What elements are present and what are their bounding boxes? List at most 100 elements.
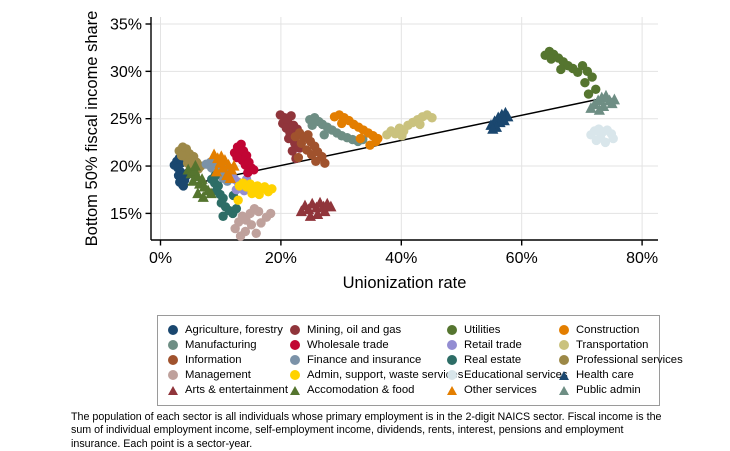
legend-item-label: Public admin: [576, 383, 641, 396]
series-construction: [329, 110, 383, 150]
data-point: [246, 220, 257, 230]
legend-item: Health care: [559, 368, 683, 381]
data-point: [235, 231, 246, 241]
x-tick-label: 20%: [265, 250, 297, 267]
data-point: [325, 200, 337, 212]
legend-item-label: Admin, support, waste services: [307, 368, 464, 381]
legend-item-label: Real estate: [464, 353, 522, 366]
y-tick-label: 30%: [110, 64, 142, 81]
series-manufacturing: [305, 113, 368, 147]
y-tick-label: 35%: [110, 17, 142, 34]
legend-item: Public admin: [559, 383, 683, 396]
legend-item-label: Agriculture, forestry: [185, 323, 283, 336]
y-axis-title: Bottom 50% fiscal income share: [83, 11, 101, 247]
data-point: [232, 152, 242, 163]
data-point: [218, 211, 228, 221]
legend-item-label: Health care: [576, 368, 634, 381]
data-point: [254, 189, 264, 200]
legend-item: Accomodation & food: [290, 384, 447, 396]
series-utilities: [540, 46, 601, 99]
data-point: [176, 150, 187, 161]
legend-item-label: Management: [185, 368, 251, 381]
legend-item: Finance and insurance: [290, 353, 447, 366]
data-point: [224, 172, 236, 183]
data-point: [187, 175, 199, 186]
legend-circle-marker-icon: [168, 325, 178, 336]
legend-circle-marker-icon: [559, 340, 569, 351]
data-point: [572, 67, 583, 77]
legend-triangle-marker-icon: [168, 385, 178, 395]
data-point: [556, 64, 566, 75]
data-point: [231, 203, 242, 214]
series-public-admin: [585, 89, 621, 115]
legend-item-label: Professional services: [576, 353, 683, 366]
legend-item: Manufacturing: [168, 339, 290, 351]
legend-triangle-marker-icon: [559, 385, 569, 395]
legend-item: Professional services: [559, 353, 683, 366]
legend-item-label: Finance and insurance: [307, 353, 422, 366]
data-point: [251, 228, 261, 238]
data-point: [600, 137, 611, 148]
legend-item-label: Arts & entertainment: [185, 383, 288, 396]
legend: Agriculture, forestry Manufacturing Inform…: [157, 315, 683, 406]
data-point: [253, 206, 264, 217]
data-point: [355, 133, 366, 144]
series-accomodation-food: [182, 159, 217, 202]
data-point: [233, 195, 243, 205]
data-point: [580, 78, 590, 88]
legend-item: Wholesale trade: [290, 338, 447, 351]
y-tick-label: 20%: [110, 159, 142, 176]
legend-circle-marker-icon: [559, 325, 569, 336]
legend-item: Construction: [559, 324, 683, 336]
series-admin-support-waste-services: [233, 178, 277, 205]
data-point: [371, 136, 381, 147]
data-point: [210, 165, 223, 177]
data-point: [587, 72, 597, 82]
series-mining-oil-and-gas: [275, 110, 305, 164]
data-point: [197, 191, 209, 202]
legend-circle-marker-icon: [290, 355, 300, 366]
data-point: [265, 208, 276, 219]
legend-item-label: Retail trade: [464, 338, 522, 351]
data-point: [608, 133, 618, 144]
legend-circle-marker-icon: [168, 340, 178, 351]
data-point: [498, 114, 510, 126]
legend-item: Educational services: [447, 369, 568, 381]
data-point: [546, 54, 556, 64]
y-tick-label: 25%: [110, 111, 142, 128]
legend-item-label: Other services: [464, 383, 537, 396]
figure-caption: The population of each sector is all ind…: [71, 411, 662, 450]
series-other-services: [208, 148, 240, 183]
legend-item: Transportation: [559, 339, 683, 351]
y-tick-label: 15%: [110, 206, 142, 223]
legend-item: Admin, support, waste services: [290, 369, 463, 381]
legend-circle-marker-icon: [290, 325, 300, 336]
legend-circle-marker-icon: [168, 355, 178, 366]
data-point: [608, 93, 621, 105]
data-point: [287, 146, 298, 156]
legend-item-label: Wholesale trade: [307, 338, 389, 351]
data-point: [593, 103, 605, 115]
series-real-estate: [206, 170, 242, 221]
legend-item: Retail trade: [447, 338, 559, 351]
data-point: [397, 131, 407, 141]
data-point: [311, 156, 321, 167]
data-point: [267, 184, 277, 194]
legend-item: Information: [168, 354, 290, 366]
data-point: [307, 120, 317, 131]
data-point: [319, 130, 329, 140]
data-point: [196, 173, 208, 184]
legend-item-label: Mining, oil and gas: [307, 323, 402, 336]
series-management: [230, 203, 276, 241]
legend-item: Management: [168, 368, 290, 381]
data-point: [591, 135, 602, 146]
data-point: [304, 210, 316, 221]
data-point: [182, 158, 193, 168]
data-point: [293, 152, 304, 163]
data-point: [228, 159, 240, 171]
data-point: [415, 119, 425, 130]
legend-item: Mining, oil and gas: [290, 323, 447, 336]
legend-circle-marker-icon: [447, 370, 457, 381]
series-educational-services: [586, 124, 618, 148]
data-point: [296, 138, 307, 149]
